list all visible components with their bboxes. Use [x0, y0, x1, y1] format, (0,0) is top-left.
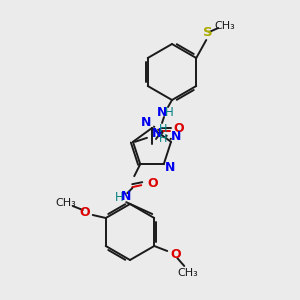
Text: O: O: [174, 122, 184, 134]
Text: N: N: [157, 106, 167, 118]
Text: H: H: [115, 191, 124, 204]
Text: CH₃: CH₃: [56, 198, 76, 208]
Text: N: N: [171, 130, 181, 143]
Text: H: H: [165, 106, 173, 119]
Text: N: N: [121, 190, 131, 203]
Text: H: H: [159, 124, 167, 134]
Text: CH₃: CH₃: [215, 21, 236, 31]
Text: S: S: [203, 26, 213, 40]
Text: CH₃: CH₃: [178, 268, 199, 278]
Text: N: N: [165, 161, 175, 174]
Text: O: O: [147, 177, 158, 190]
Text: N: N: [141, 116, 151, 128]
Text: O: O: [80, 206, 90, 218]
Text: H: H: [159, 134, 167, 144]
Text: O: O: [170, 248, 181, 262]
Text: N: N: [152, 127, 162, 140]
